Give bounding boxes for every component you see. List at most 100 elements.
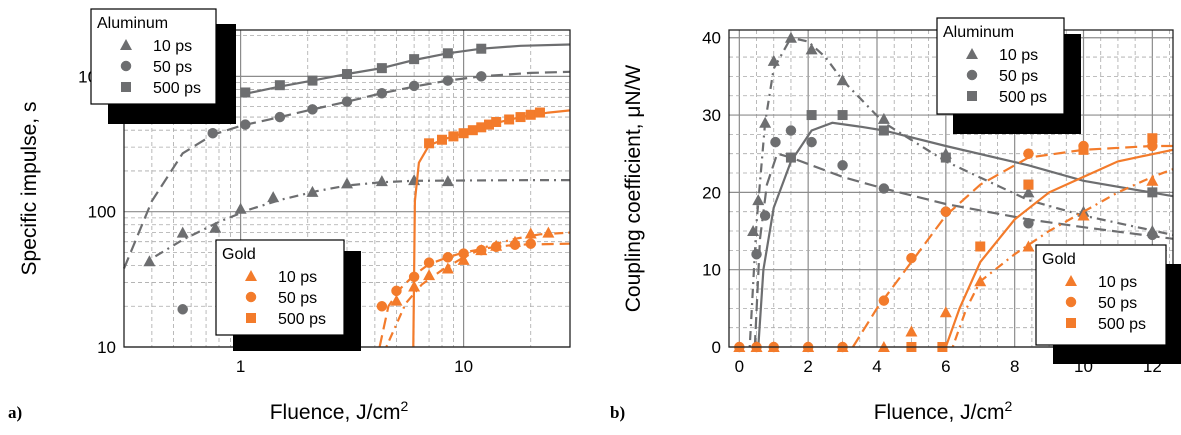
data-point — [491, 116, 502, 127]
legend-marker-triangle — [120, 39, 132, 50]
data-point — [274, 80, 285, 91]
fit-line — [385, 231, 571, 348]
legend-entry-label: 50 ps — [1098, 295, 1137, 312]
legend-title: Gold — [1042, 251, 1076, 268]
data-point — [476, 71, 487, 82]
data-point — [534, 107, 545, 118]
x-axis-title-text: Fluence, J/cm — [270, 401, 401, 424]
data-point — [785, 125, 797, 136]
data-point — [515, 112, 526, 123]
data-point — [806, 110, 817, 121]
data-point — [837, 110, 848, 121]
data-point — [341, 177, 353, 189]
legend-entry-label: 50 ps — [999, 68, 1038, 85]
y-axis-title: Coupling coefficient, μN/W — [622, 65, 645, 313]
data-point — [878, 295, 890, 306]
legend-entry-label: 500 ps — [153, 80, 201, 97]
data-point — [390, 294, 403, 306]
y-tick-label: 20 — [702, 183, 721, 202]
legend-title: Gold — [222, 246, 256, 263]
fit-line — [951, 168, 1174, 348]
data-point — [975, 241, 986, 252]
data-point — [1023, 179, 1034, 190]
fit-line — [378, 242, 571, 348]
y-tick-label: 30 — [702, 106, 721, 125]
data-point — [509, 239, 521, 250]
data-point — [342, 69, 352, 80]
data-point — [436, 134, 447, 145]
data-point — [424, 138, 435, 149]
data-point — [234, 202, 247, 214]
series-aluminum-10-ps — [143, 174, 570, 267]
x-axis-title-text: Fluence, J/cm — [874, 401, 1005, 424]
data-point — [376, 301, 388, 312]
fit-line — [412, 109, 571, 348]
data-point — [176, 226, 189, 238]
data-point — [448, 131, 459, 142]
data-point — [458, 248, 469, 259]
data-point — [1023, 148, 1034, 159]
data-point — [525, 109, 536, 120]
legend-title: Aluminum — [943, 24, 1014, 41]
x-tick-label: 10 — [454, 357, 473, 376]
data-point — [240, 119, 251, 130]
data-point — [484, 119, 495, 130]
data-point — [375, 175, 388, 187]
legend-gold: Gold 10 ps 50 ps 500 ps — [1035, 244, 1181, 364]
series-aluminum-50-ps — [122, 70, 571, 315]
data-point — [1078, 144, 1089, 155]
data-point — [267, 191, 280, 203]
data-point — [1147, 229, 1158, 241]
data-point — [307, 75, 318, 86]
legend-entry-label: 50 ps — [278, 290, 317, 307]
data-point — [1023, 218, 1034, 229]
x-tick-label: 0 — [735, 357, 744, 376]
data-point — [524, 227, 537, 239]
fit-line — [240, 43, 571, 96]
data-point — [376, 87, 388, 99]
data-point — [905, 325, 918, 337]
data-point — [759, 210, 771, 221]
data-point — [767, 54, 780, 66]
data-point — [759, 116, 772, 128]
legend-box — [936, 17, 1065, 115]
data-point — [1022, 240, 1035, 252]
data-point — [770, 136, 781, 148]
data-point — [1146, 174, 1159, 186]
fit-line — [944, 148, 1174, 348]
y-axis-title: Specific impulse, s — [18, 102, 41, 276]
data-point — [207, 127, 218, 139]
data-point — [940, 152, 951, 163]
series-gold-50-ps — [376, 238, 571, 348]
data-point — [423, 269, 436, 281]
data-point — [458, 128, 469, 139]
legend-marker-triangle — [1065, 275, 1077, 286]
legend-title: Aluminum — [97, 15, 168, 32]
data-point — [490, 241, 502, 253]
data-point — [476, 43, 487, 54]
legend-aluminum: Aluminum 10 ps 50 ps 500 ps — [936, 17, 1081, 134]
legend-marker-square — [1066, 318, 1076, 328]
x-tick-label: 6 — [941, 357, 950, 376]
legend-gold: Gold 10 ps 50 ps 500 ps — [215, 239, 361, 351]
data-point — [274, 111, 286, 123]
legend-entry-label: 10 ps — [278, 269, 317, 286]
data-point — [784, 31, 797, 43]
x-tick-label: 2 — [803, 357, 812, 376]
fit-line — [753, 152, 1174, 348]
data-point — [974, 275, 987, 287]
data-point — [467, 125, 478, 136]
data-point — [525, 238, 536, 249]
fit-line — [148, 179, 570, 261]
data-point — [441, 175, 454, 187]
y-tick-label: 0 — [712, 338, 721, 357]
legend-marker-circle — [1065, 296, 1077, 308]
legend-aluminum: Aluminum 10 ps 50 ps 500 ps — [90, 8, 236, 124]
fit-line — [757, 121, 1174, 348]
legend-marker-triangle — [966, 48, 978, 59]
data-point — [408, 80, 420, 92]
fit-line — [122, 70, 571, 269]
x-tick-label: 4 — [872, 357, 881, 376]
